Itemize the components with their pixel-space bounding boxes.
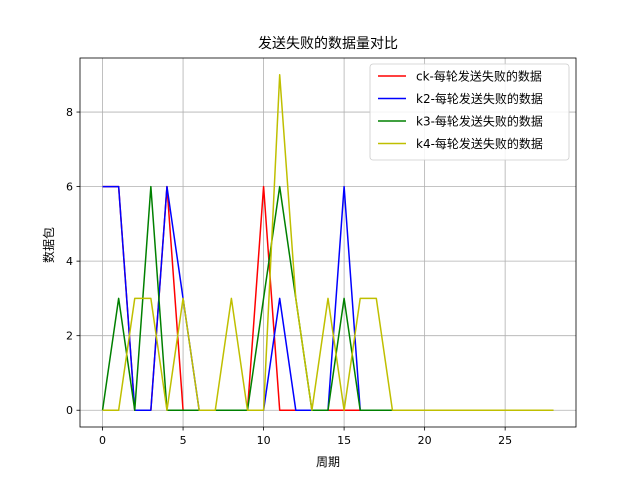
chart-title: 发送失败的数据量对比 [258,36,398,52]
y-tick-label: 6 [66,181,73,194]
legend-label: k2-每轮发送失败的数据 [416,91,543,106]
x-tick-label: 15 [337,434,351,447]
y-axis-label: 数据包 [41,227,56,263]
legend-label: k3-每轮发送失败的数据 [416,114,543,129]
y-tick-label: 8 [66,106,73,119]
legend-label: ck-每轮发送失败的数据 [416,69,542,84]
legend-label: k4-每轮发送失败的数据 [416,136,543,151]
y-tick-label: 4 [66,255,73,268]
plot-area-border [79,57,577,428]
legend-box [369,63,570,161]
y-tick-label: 2 [66,330,73,343]
axis-ticks: 0 5 10 15 20 25 0 2 4 6 8 [66,106,512,447]
x-tick-label: 5 [180,434,187,447]
x-tick-label: 0 [99,434,106,447]
x-tick-label: 20 [418,434,432,447]
plot-frame [79,57,577,428]
series-line-4 [102,74,554,411]
x-tick-label: 25 [498,434,512,447]
series-lines [101,74,554,411]
x-axis-label: 周期 [316,455,340,469]
legend: ck-每轮发送失败的数据 k2-每轮发送失败的数据 k3-每轮发送失败的数据 k4-每… [369,63,570,161]
x-tick-label: 10 [257,434,271,447]
y-tick-label: 0 [66,404,73,417]
